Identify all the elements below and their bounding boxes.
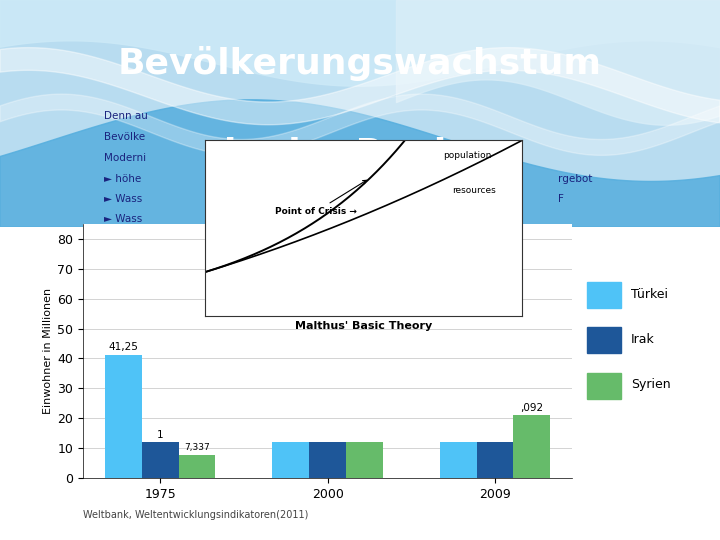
Text: ► Wass: ► Wass [104, 214, 143, 225]
Text: Türkei: Türkei [631, 288, 668, 301]
Text: Point of Crisis →: Point of Crisis → [275, 180, 366, 216]
Bar [477, 442, 513, 478]
Bar [513, 415, 550, 478]
Text: Moderni: Moderni [104, 153, 147, 164]
Text: 41,25: 41,25 [109, 342, 138, 352]
Text: resources: resources [452, 186, 496, 195]
Bar [440, 442, 477, 478]
Text: Bevölkerungswachstum: Bevölkerungswachstum [118, 46, 602, 81]
Text: 7,337: 7,337 [184, 443, 210, 452]
Text: Bevölke: Bevölke [104, 132, 145, 143]
Text: in der Region: in der Region [224, 137, 496, 171]
Y-axis label: Einwohner in Millionen: Einwohner in Millionen [43, 288, 53, 414]
Text: Irak: Irak [631, 333, 654, 346]
Bar [346, 442, 383, 478]
Text: ► höhe: ► höhe [104, 174, 142, 184]
Text: ► Wass: ► Wass [104, 194, 143, 204]
Text: Denn au: Denn au [104, 111, 148, 121]
Bar [142, 442, 179, 478]
Bar [587, 327, 621, 353]
Text: population: population [443, 151, 491, 160]
Bar [587, 282, 621, 308]
Text: rgebot: rgebot [558, 174, 593, 184]
Bar [105, 355, 142, 478]
Text: ,092: ,092 [520, 403, 544, 413]
Bar [179, 455, 215, 478]
Bar [272, 442, 309, 478]
Bar [587, 373, 621, 399]
Bar [309, 442, 346, 478]
Text: 1: 1 [157, 430, 163, 440]
Text: Weltbank, Weltentwicklungsindikatoren(2011): Weltbank, Weltentwicklungsindikatoren(20… [83, 510, 308, 521]
Text: F: F [558, 194, 564, 204]
Text: Syrien: Syrien [631, 379, 670, 392]
X-axis label: Malthus' Basic Theory: Malthus' Basic Theory [295, 321, 432, 332]
